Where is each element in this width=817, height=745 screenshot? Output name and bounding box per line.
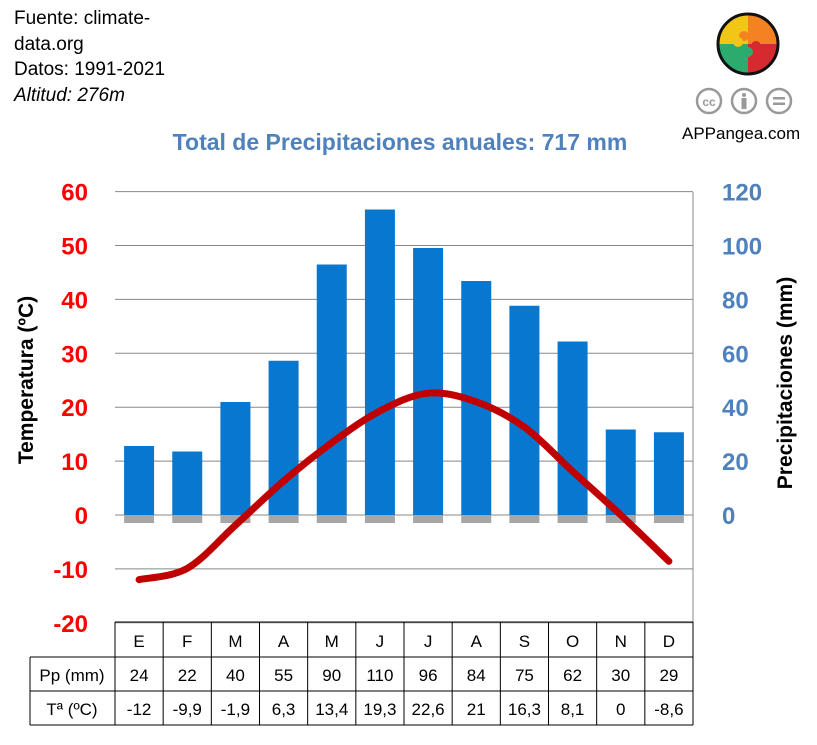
left-tick-label: 0: [75, 503, 88, 530]
right-tick-label: 20: [722, 449, 749, 476]
y-axis-left-label: Temperatura (ºC): [15, 296, 38, 464]
cc-icon: cc: [695, 87, 723, 115]
precip-row-label: Pp (mm): [39, 666, 104, 685]
temp-value: 16,3: [508, 700, 541, 719]
temp-value: 0: [616, 700, 625, 719]
precip-bar: [124, 446, 155, 515]
left-tick-label: -20: [53, 611, 88, 638]
month-label: F: [182, 632, 192, 651]
bar-base: [557, 515, 588, 523]
precip-value: 24: [130, 666, 149, 685]
bar-base: [124, 515, 155, 523]
temp-value: 13,4: [315, 700, 348, 719]
chart-title: Total de Precipitaciones anuales: 717 mm: [173, 129, 628, 155]
precip-bar: [316, 264, 347, 515]
month-label: M: [228, 632, 242, 651]
data-period: Datos: 1991-2021: [14, 59, 166, 80]
precip-bar: [172, 451, 203, 515]
precip-value: 110: [366, 666, 393, 685]
source-info: Fuente: climate- data.org Datos: 1991-20…: [14, 6, 165, 108]
precip-bar: [653, 432, 684, 515]
left-tick-label: 10: [61, 449, 88, 476]
right-tick-label: 100: [722, 234, 762, 261]
temp-row-label: Tª (ºC): [46, 700, 97, 719]
precip-bar: [605, 429, 636, 515]
left-tick-label: 50: [61, 234, 88, 261]
month-label: E: [133, 632, 144, 651]
left-tick-label: 30: [61, 341, 88, 368]
svg-text:cc: cc: [702, 95, 716, 109]
temp-value: 21: [467, 700, 486, 719]
left-tick-label: -10: [53, 557, 88, 584]
precip-value: 22: [178, 666, 197, 685]
month-label: A: [278, 632, 290, 651]
brand-name: APPangea.com: [682, 124, 801, 143]
right-tick-label: 0: [722, 503, 735, 530]
precip-value: 75: [515, 666, 534, 685]
temp-value: 6,3: [272, 700, 296, 719]
bar-base: [364, 515, 395, 523]
altitude: Altitud: 276m: [14, 84, 125, 106]
right-tick-label: 120: [722, 180, 762, 207]
temp-value: -1,9: [221, 700, 250, 719]
precip-value: 30: [611, 666, 630, 685]
bar-base: [316, 515, 347, 523]
precip-value: 40: [226, 666, 245, 685]
precip-value: 29: [659, 666, 678, 685]
by-icon: [730, 87, 758, 115]
right-tick-label: 40: [722, 395, 749, 422]
precip-value: 90: [322, 666, 341, 685]
month-label: A: [471, 632, 483, 651]
temp-value: -9,9: [173, 700, 202, 719]
temp-value: 19,3: [363, 700, 396, 719]
bar-base: [461, 515, 492, 523]
right-tick-label: 80: [722, 287, 749, 314]
precip-bar: [220, 402, 251, 515]
source-line: data.org: [14, 33, 84, 55]
precip-value: 96: [419, 666, 438, 685]
source-line: Fuente: climate-: [14, 8, 151, 29]
bar-base: [413, 515, 444, 523]
left-tick-label: 40: [61, 287, 88, 314]
temperature-line: [135, 389, 673, 584]
month-label: N: [615, 632, 627, 651]
temp-value: -12: [127, 700, 152, 719]
month-label: J: [424, 632, 433, 651]
left-tick-label: 20: [61, 395, 88, 422]
month-label: M: [325, 632, 339, 651]
month-label: O: [566, 632, 579, 651]
temp-value: 8,1: [561, 700, 585, 719]
month-label: S: [519, 632, 530, 651]
month-label: D: [663, 632, 675, 651]
precip-bar: [509, 305, 540, 515]
precip-bar: [364, 209, 395, 515]
left-tick-label: 60: [61, 180, 88, 207]
precip-value: 84: [467, 666, 486, 685]
temp-value: -8,6: [654, 700, 683, 719]
bar-base: [268, 515, 299, 523]
precip-bar: [413, 248, 444, 515]
right-tick-label: 60: [722, 341, 749, 368]
bar-base: [653, 515, 684, 523]
bar-base: [172, 515, 203, 523]
precip-value: 55: [274, 666, 293, 685]
precip-bar: [557, 341, 588, 515]
puzzle-logo-icon: [716, 12, 780, 76]
month-label: J: [376, 632, 385, 651]
nd-icon: [765, 87, 793, 115]
y-axis-right-label: Precipitaciones (mm): [774, 277, 797, 489]
precip-value: 62: [563, 666, 582, 685]
bar-base: [220, 515, 251, 523]
bar-base: [509, 515, 540, 523]
temp-value: 22,6: [412, 700, 445, 719]
